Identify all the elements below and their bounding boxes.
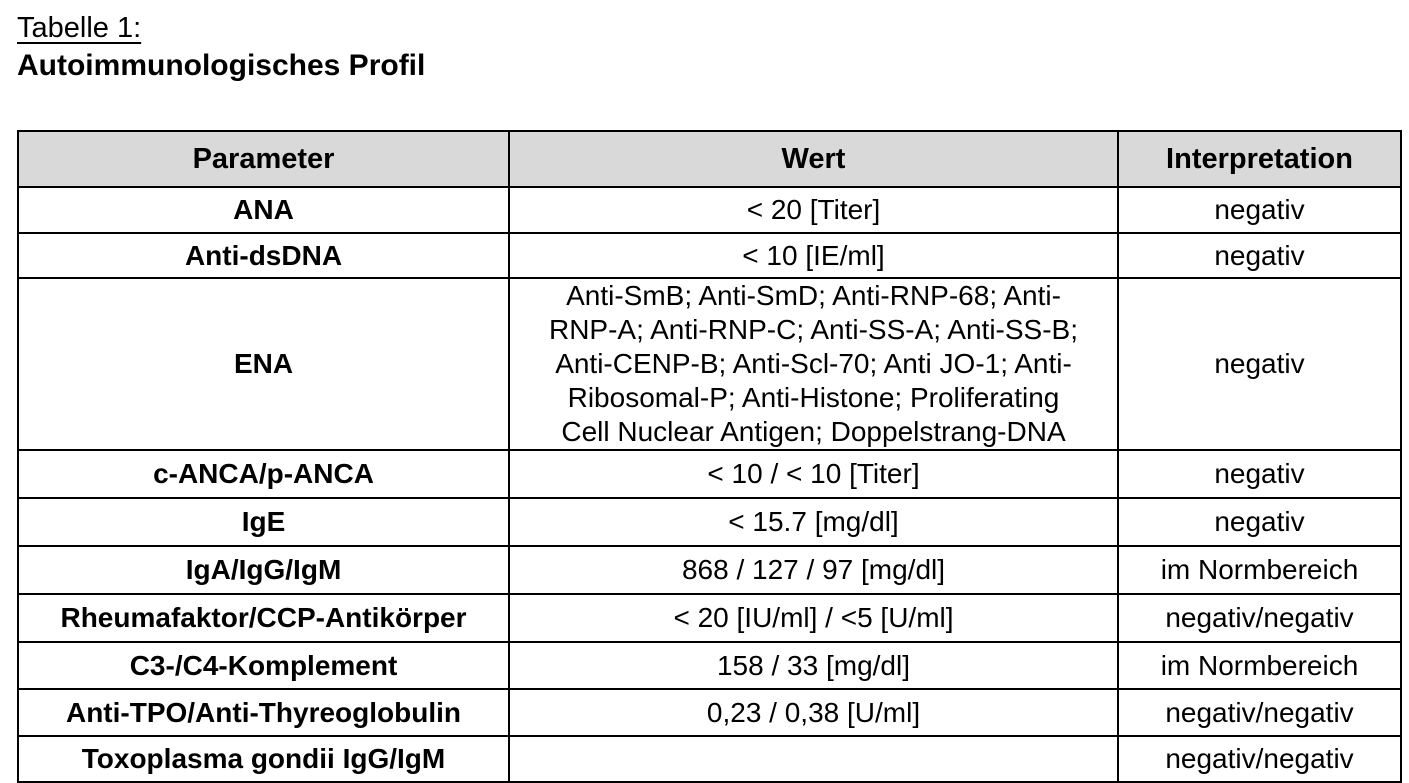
parameter-cell: Anti-dsDNA: [17, 232, 510, 279]
table-row: C3-/C4-Komplement 158 / 33 [mg/dl] im No…: [17, 641, 1402, 690]
parameter-cell: Rheumafaktor/CCP-Antikörper: [17, 593, 510, 643]
parameter-cell: c-ANCA/p-ANCA: [17, 449, 510, 499]
value-cell: [508, 735, 1119, 783]
parameter-cell: ENA: [17, 277, 510, 451]
column-header-wert: Wert: [508, 130, 1119, 188]
parameter-cell: C3-/C4-Komplement: [17, 641, 510, 690]
interpretation-cell: negativ/negativ: [1117, 735, 1402, 783]
value-cell: < 15.7 [mg/dl]: [508, 497, 1119, 547]
table-row: c-ANCA/p-ANCA < 10 / < 10 [Titer] negati…: [17, 449, 1402, 499]
value-cell: 868 / 127 / 97 [mg/dl]: [508, 545, 1119, 595]
interpretation-cell: negativ: [1117, 232, 1402, 279]
page-title: Autoimmunologisches Profil: [17, 49, 426, 82]
value-cell: 0,23 / 0,38 [U/ml]: [508, 688, 1119, 737]
interpretation-cell: negativ: [1117, 277, 1402, 451]
interpretation-cell: negativ: [1117, 449, 1402, 499]
parameter-cell: Toxoplasma gondii IgG/IgM: [17, 735, 510, 783]
parameter-cell: ANA: [17, 186, 510, 234]
interpretation-cell: negativ: [1117, 497, 1402, 547]
interpretation-cell: negativ: [1117, 186, 1402, 234]
value-cell: < 10 [IE/ml]: [508, 232, 1119, 279]
value-cell: < 20 [IU/ml] / <5 [U/ml]: [508, 593, 1119, 643]
table-row: Toxoplasma gondii IgG/IgM negativ/negati…: [17, 735, 1402, 783]
interpretation-cell: im Normbereich: [1117, 545, 1402, 595]
column-header-interpretation: Interpretation: [1117, 130, 1402, 188]
table-caption: Tabelle 1:: [17, 12, 142, 44]
table-row: Anti-TPO/Anti-Thyreoglobulin 0,23 / 0,38…: [17, 688, 1402, 737]
autoimmune-profile-table: Parameter Wert Interpretation ANA < 20 […: [17, 130, 1402, 783]
value-cell: < 20 [Titer]: [508, 186, 1119, 234]
table-row: Anti-dsDNA < 10 [IE/ml] negativ: [17, 232, 1402, 279]
parameter-cell: IgE: [17, 497, 510, 547]
interpretation-cell: negativ/negativ: [1117, 593, 1402, 643]
interpretation-cell: im Normbereich: [1117, 641, 1402, 690]
value-cell: 158 / 33 [mg/dl]: [508, 641, 1119, 690]
table-row: IgA/IgG/IgM 868 / 127 / 97 [mg/dl] im No…: [17, 545, 1402, 595]
value-cell: < 10 / < 10 [Titer]: [508, 449, 1119, 499]
column-header-parameter: Parameter: [17, 130, 510, 188]
value-cell: Anti-SmB; Anti-SmD; Anti-RNP-68; Anti- R…: [508, 277, 1119, 451]
table-row: IgE < 15.7 [mg/dl] negativ: [17, 497, 1402, 547]
table-row: Rheumafaktor/CCP-Antikörper < 20 [IU/ml]…: [17, 593, 1402, 643]
interpretation-cell: negativ/negativ: [1117, 688, 1402, 737]
table-row: ENA Anti-SmB; Anti-SmD; Anti-RNP-68; Ant…: [17, 277, 1402, 451]
table-row: ANA < 20 [Titer] negativ: [17, 186, 1402, 234]
parameter-cell: Anti-TPO/Anti-Thyreoglobulin: [17, 688, 510, 737]
parameter-cell: IgA/IgG/IgM: [17, 545, 510, 595]
table-header-row: Parameter Wert Interpretation: [17, 130, 1402, 188]
